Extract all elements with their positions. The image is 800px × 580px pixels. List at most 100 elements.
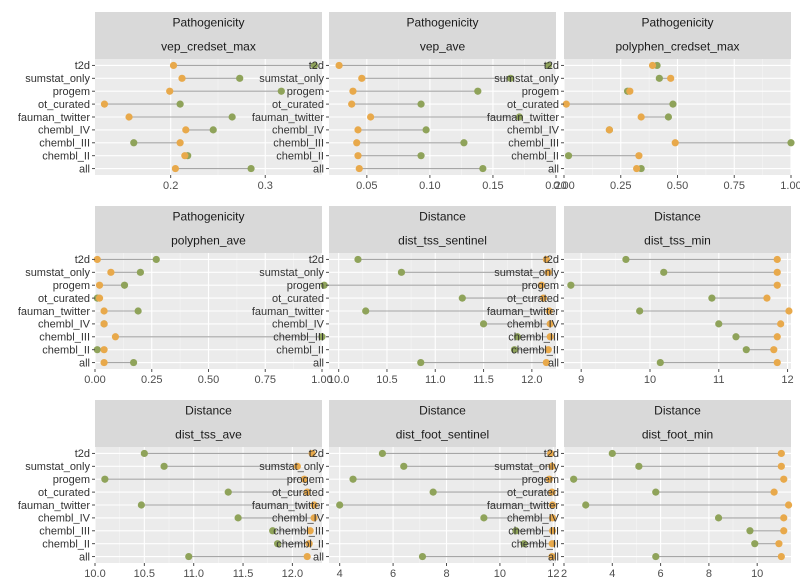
point-orange-chembl_III — [353, 139, 361, 147]
point-green-fauman_twitter — [228, 113, 236, 121]
point-green-fauman_twitter — [582, 501, 590, 509]
point-green-chembl_IV — [480, 514, 488, 522]
point-orange-ot_curated — [348, 100, 356, 108]
y-category-label: chembl_IV — [507, 513, 560, 525]
point-green-fauman_twitter — [336, 501, 344, 509]
y-category-label: progem — [53, 86, 90, 98]
x-tick-label: 12.0 — [282, 568, 303, 580]
y-category-label: t2d — [75, 60, 90, 72]
point-orange-ot_curated — [562, 100, 570, 108]
point-green-chembl_II — [273, 540, 282, 548]
point-orange-t2d — [308, 449, 316, 458]
y-category-label: chembl_IV — [272, 125, 325, 137]
point-orange-t2d — [93, 255, 101, 264]
point-green-chembl_IV — [234, 514, 242, 522]
point-green-chembl_IV — [715, 320, 723, 328]
point-orange-ot_curated — [539, 294, 548, 302]
point-orange-t2d — [547, 449, 555, 458]
y-category-label: ot_curated — [38, 487, 90, 499]
point-green-sumstat_only — [236, 74, 244, 82]
y-category-label: chembl_IV — [38, 513, 91, 525]
y-category-label: all — [79, 551, 90, 563]
strip-group — [95, 206, 322, 227]
point-green-ot_curated — [669, 100, 677, 108]
point-orange-chembl_IV — [777, 320, 785, 328]
point-green-ot_curated — [417, 100, 425, 108]
point-green-sumstat_only — [397, 268, 406, 276]
point-orange-fauman_twitter — [545, 307, 553, 315]
point-orange-chembl_II — [305, 540, 313, 548]
strip-group — [329, 206, 556, 227]
point-orange-all — [773, 358, 781, 367]
x-tick-label: 8 — [443, 568, 449, 580]
point-orange-fauman_twitter — [310, 501, 318, 509]
x-tick-label: 4 — [337, 568, 343, 580]
point-green-chembl_IV — [714, 514, 723, 522]
point-green-progem — [277, 87, 285, 95]
x-tick-label: 0.25 — [141, 374, 162, 386]
y-category-label: chembl_IV — [272, 319, 325, 331]
strip-group — [95, 12, 322, 33]
point-orange-chembl_III — [671, 139, 679, 147]
x-tick-label: 11.0 — [425, 374, 446, 386]
y-category-label: chembl_II — [511, 150, 559, 162]
point-green-chembl_III — [460, 139, 468, 147]
point-orange-fauman_twitter — [784, 501, 793, 509]
point-orange-all — [303, 552, 311, 561]
y-category-label: sumstat_only — [259, 461, 324, 473]
panel-dist_tss_ave: Distance dist_tss_ave 10.0 10.5 11.0 11.5 12.0… — [18, 400, 322, 580]
point-green-chembl_II — [564, 152, 573, 160]
strip-feature — [564, 421, 791, 447]
x-tick-label: 0.75 — [255, 374, 276, 386]
point-green-fauman_twitter — [134, 307, 142, 315]
point-orange-sumstat_only — [358, 74, 366, 82]
x-tick-label: 0.00 — [553, 180, 574, 192]
y-category-label: sumstat_only — [25, 73, 90, 85]
point-orange-chembl_II — [544, 346, 552, 354]
y-category-label: sumstat_only — [494, 461, 559, 473]
point-orange-fauman_twitter — [785, 307, 793, 315]
y-category-label: chembl_II — [276, 538, 324, 550]
point-orange-progem — [166, 87, 174, 95]
strip-feature-label: dist_tss_sentinel — [398, 234, 487, 248]
y-category-label: sumstat_only — [494, 73, 559, 85]
y-category-label: all — [548, 357, 559, 369]
y-category-label: t2d — [309, 254, 324, 266]
point-orange-all — [548, 552, 556, 561]
point-green-all — [247, 164, 255, 173]
panel-dist_tss_sentinel: Distance dist_tss_sentinel 10.0 10.5 11.0 11.… — [252, 206, 556, 386]
point-orange-ot_curated — [770, 488, 778, 496]
strip-group — [95, 400, 322, 421]
point-green-t2d — [140, 449, 148, 458]
x-tick-label: 11.0 — [183, 568, 204, 580]
x-tick-label: 12 — [781, 374, 793, 386]
x-tick-label: 0.05 — [356, 180, 377, 192]
point-orange-sumstat_only — [178, 74, 186, 82]
point-green-t2d — [378, 449, 387, 458]
x-tick-label: 1.00 — [780, 180, 800, 192]
strip-feature — [95, 33, 322, 59]
x-tick-label: 11.5 — [233, 568, 254, 580]
x-tick-label: 0.00 — [84, 374, 105, 386]
point-orange-t2d — [542, 255, 550, 264]
point-orange-fauman_twitter — [100, 307, 108, 315]
y-category-label: ot_curated — [507, 99, 559, 111]
point-green-progem — [101, 475, 109, 483]
point-orange-chembl_III — [306, 527, 314, 535]
y-category-label: fauman_twitter — [18, 500, 90, 512]
x-tick-label: 0.2 — [163, 180, 178, 192]
point-green-ot_curated — [224, 488, 232, 496]
point-orange-chembl_II — [770, 346, 778, 354]
point-orange-chembl_IV — [605, 126, 614, 134]
point-green-fauman_twitter — [515, 113, 524, 121]
point-orange-all — [100, 358, 108, 367]
strip-group — [329, 400, 556, 421]
x-tick-label: 9 — [578, 374, 584, 386]
y-category-label: fauman_twitter — [252, 500, 324, 512]
point-green-chembl_II — [417, 152, 425, 160]
point-green-chembl_III — [130, 139, 138, 147]
point-orange-ot_curated — [763, 294, 771, 302]
y-category-label: ot_curated — [272, 487, 324, 499]
